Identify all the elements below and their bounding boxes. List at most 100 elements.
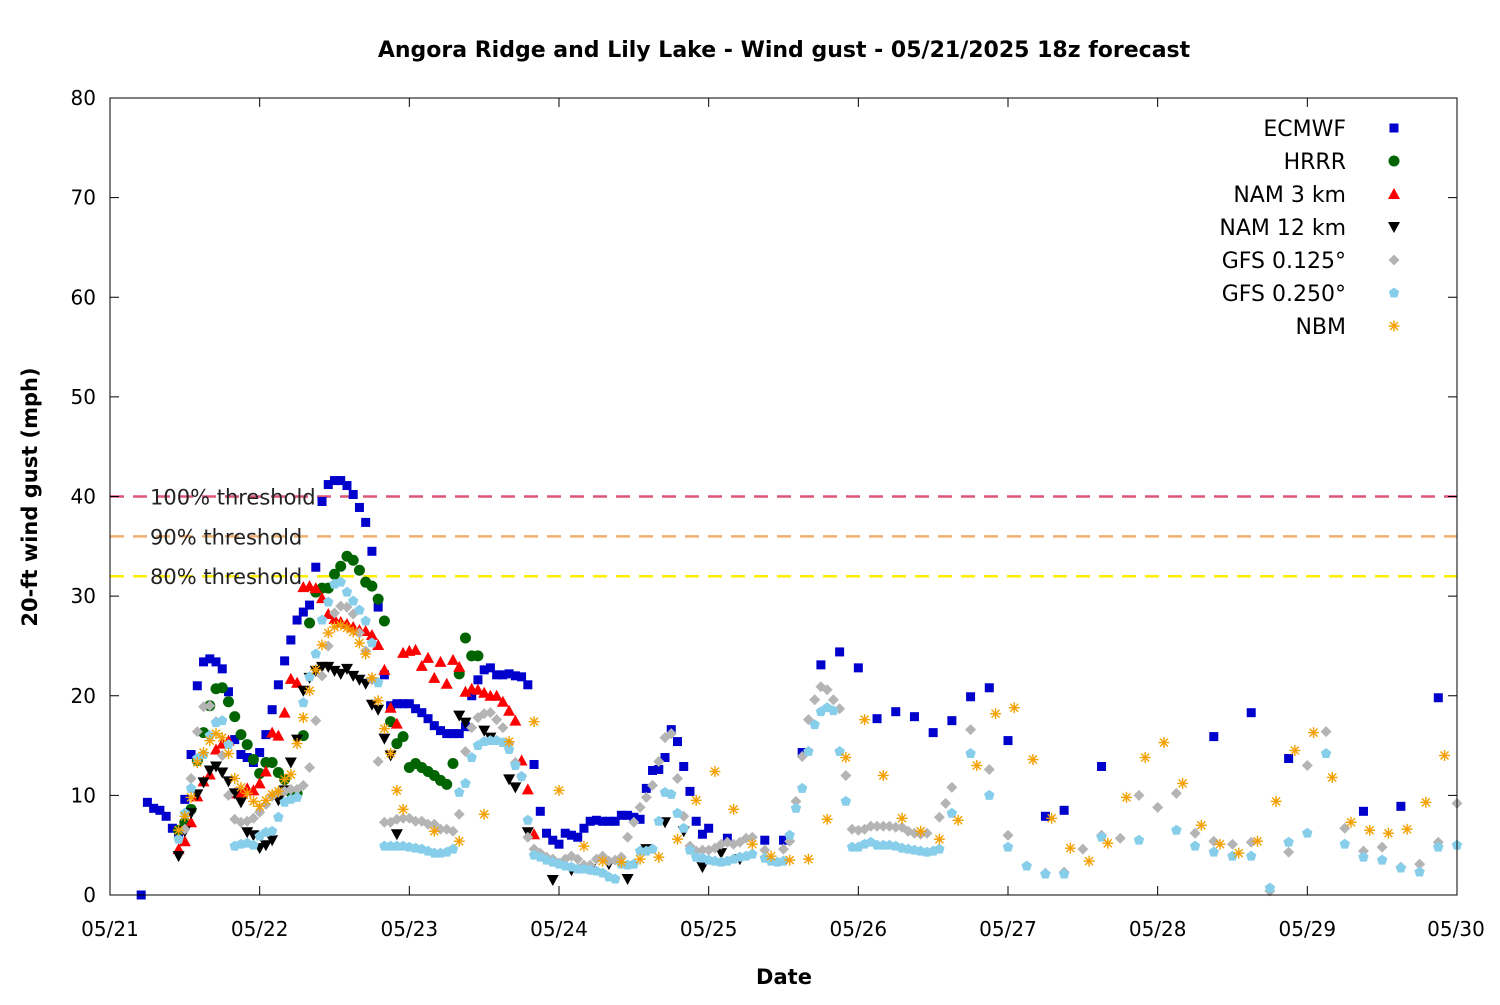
data-point-nbm: NBM 05-23 04:00: 6.4 <box>428 825 440 837</box>
data-point-ecmwf: ECMWF 05-21 14:00: 21 <box>192 681 202 691</box>
data-point-ecmwf: ECMWF 05-23 02:00: 18.3 <box>417 708 427 718</box>
data-point-gfs-0-250: GFS 0.250° 05-24 19:00: 8.2 <box>672 807 683 818</box>
data-point-gfs-0-125: GFS 0.125° 05-28 21:00: 4.3 <box>1283 846 1295 858</box>
chart-title: Angora Ridge and Lily Lake - Wind gust -… <box>378 38 1191 63</box>
data-point-gfs-0-125: GFS 0.125° 05-22 23:00: 7.7 <box>397 812 409 824</box>
data-point-nbm: NBM 05-22 03:00: 10.4 <box>272 785 284 797</box>
data-point-ecmwf: ECMWF 05-23 15:00: 22.1 <box>498 670 508 680</box>
data-point-gfs-0-250: GFS 0.250° 05-21 11:00: 5.6 <box>173 833 184 844</box>
data-point-ecmwf: ECMWF 05-23 14:00: 22.1 <box>492 670 502 680</box>
data-point-hrrr: HRRR 05-22 13:00: 33 <box>335 560 347 572</box>
data-point-nam-3-km: NAM 3 km 05-23 03:00: 23.8 <box>422 651 435 663</box>
data-point-nbm: NBM 05-21 15:00: 14.3 <box>198 747 210 759</box>
data-point-nam-3-km: NAM 3 km 05-23 16:00: 18.5 <box>503 704 516 716</box>
data-point-nam-12-km: NAM 12 km 05-23 09:00: 17.3 <box>459 717 472 729</box>
data-point-gfs-0-250: GFS 0.250° 05-25 17:00: 17.1 <box>809 719 820 730</box>
data-point-nam-3-km: NAM 3 km 05-22 09:00: 30.8 <box>309 582 322 594</box>
series-gfs-0-250: GFS 0.250° 05-21 11:00: 5.6 GFS 0.250° 05… <box>173 576 1463 893</box>
data-point-nam-12-km: NAM 12 km 05-21 15:00: 11.3 <box>197 777 210 789</box>
data-point-nam-3-km: NAM 3 km 05-21 13:00: 7.3 <box>185 816 198 828</box>
data-point-gfs-0-125: GFS 0.125° 05-29 12:00: 4.8 <box>1376 841 1388 853</box>
data-point-gfs-0-125: GFS 0.125° 05-23 01:00: 7.4 <box>410 815 422 827</box>
data-point-nbm: NBM 05-22 06:00: 15.2 <box>291 738 303 750</box>
data-point-nbm: NBM 05-21 20:00: 11.7 <box>229 772 241 784</box>
legend-item-nbm: NBM <box>1295 315 1400 340</box>
data-point-ecmwf: ECMWF 05-23 18:00: 21.9 <box>517 672 527 682</box>
axes: 0 10 20 30 40 50 60 70 80 05/21 05/22 05/23 05/24 05/… <box>71 86 1485 941</box>
data-point-nbm: NBM 05-21 23:00: 9.4 <box>247 795 259 807</box>
data-point-ecmwf: ECMWF 05-28 15:00: 18.3 <box>1246 708 1256 718</box>
data-point-nbm: NBM 05-27 13:00: 3.4 <box>1083 855 1095 867</box>
data-point-nam-3-km: NAM 3 km 05-21 23:00: 10.5 <box>247 784 260 796</box>
x-tick-label: 05/22 <box>231 917 289 941</box>
data-point-ecmwf: ECMWF 05-26 03:00: 17.7 <box>872 714 882 724</box>
data-point-nam-3-km: NAM 3 km 05-22 02:00: 16.3 <box>266 726 279 738</box>
data-point-gfs-0-125: GFS 0.125° 05-23 10:00: 16.8 <box>466 722 478 734</box>
data-point-gfs-0-250: GFS 0.250° 05-22 15:00: 29.5 <box>347 595 359 606</box>
data-point-nbm: NBM 05-29 16:00: 6.6 <box>1401 823 1413 835</box>
data-point-ecmwf: ECMWF 05-27 00:00: 15.5 <box>1003 736 1013 746</box>
data-point-gfs-0-125: GFS 0.125° 05-23 09:00: 14.4 <box>459 746 471 758</box>
data-point-ecmwf: ECMWF 05-21 13:00: 14.1 <box>186 750 196 760</box>
data-point-gfs-0-125: GFS 0.125° 05-25 22:00: 12 <box>840 769 852 781</box>
data-point-ecmwf: ECMWF 05-25 00:00: 6.7 <box>704 823 714 833</box>
data-point-gfs-0-250: GFS 0.250° 05-26 21:00: 10 <box>984 789 995 800</box>
data-point-ecmwf: ECMWF 05-23 17:00: 22 <box>510 671 520 681</box>
data-point-gfs-0-125: GFS 0.125° 05-22 07:00: 11 <box>297 779 309 791</box>
y-axis-label: 20-ft wind gust (mph) <box>18 367 42 626</box>
data-point-nam-3-km: NAM 3 km 05-23 04:00: 21.8 <box>428 671 441 683</box>
data-point-nam-12-km: NAM 12 km 05-22 18:00: 19.1 <box>365 699 378 711</box>
data-point-nam-3-km: NAM 3 km 05-23 17:00: 17.5 <box>509 714 522 726</box>
data-point-gfs-0-250: GFS 0.250° 05-29 09:00: 3.8 <box>1358 851 1369 862</box>
y-tick-label: 10 <box>71 783 96 807</box>
legend-item-nam-3-km: NAM 3 km <box>1233 183 1400 208</box>
data-point-gfs-0-250: GFS 0.250° 05-29 03:00: 14.2 <box>1320 748 1332 758</box>
data-point-gfs-0-250: GFS 0.250° 05-26 15:00: 8.2 <box>946 807 958 818</box>
data-point-ecmwf: ECMWF 05-24 05:00: 7.4 <box>585 816 595 826</box>
data-point-nbm: NBM 05-25 22:00: 13.8 <box>840 752 852 764</box>
data-point-gfs-0-250: GFS 0.250° 05-27 06:00: 2.1 <box>1040 868 1051 879</box>
data-point-nbm: NBM 05-22 17:00: 24.2 <box>360 648 372 660</box>
data-point-nam-12-km: NAM 12 km 05-22 19:00: 18.6 <box>372 704 385 716</box>
data-point-nbm: NBM 05-29 10:00: 6.5 <box>1364 824 1376 836</box>
data-point-gfs-0-125: GFS 0.125° 05-21 19:00: 10 <box>222 789 234 801</box>
data-point-ecmwf: ECMWF 05-22 04:00: 23.5 <box>280 656 290 666</box>
x-tick-label: 05/30 <box>1427 917 1485 941</box>
data-point-gfs-0-125: GFS 0.125° 05-23 13:00: 18.3 <box>484 707 496 719</box>
legend-label: NBM <box>1295 315 1346 340</box>
data-point-nam-3-km: NAM 3 km 05-23 07:00: 23.6 <box>446 653 459 665</box>
data-point-nbm: NBM 05-22 13:00: 27.1 <box>335 619 347 631</box>
data-point-nbm: NBM 05-27 16:00: 5.2 <box>1102 837 1114 849</box>
data-point-nam-12-km: NAM 12 km 05-23 17:00: 10.8 <box>509 782 522 794</box>
data-point-hrrr: HRRR 05-21 22:00: 15.1 <box>241 739 253 751</box>
data-point-ecmwf: ECMWF 05-23 05:00: 16.5 <box>436 726 446 736</box>
data-point-ecmwf: ECMWF 05-24 11:00: 8 <box>623 810 633 820</box>
data-point-nbm: NBM 05-29 04:00: 11.8 <box>1326 771 1338 783</box>
data-point-gfs-0-250: GFS 0.250° 05-23 07:00: 4.6 <box>447 843 459 854</box>
data-point-gfs-0-125: GFS 0.125° 05-23 14:00: 17.6 <box>491 714 503 726</box>
data-point-gfs-0-250: GFS 0.250° 05-23 08:00: 10.3 <box>453 786 465 797</box>
data-point-ecmwf: ECMWF 05-22 03:00: 21.1 <box>273 680 283 690</box>
data-point-nam-12-km: NAM 12 km 05-21 16:00: 12.5 <box>203 765 216 777</box>
data-point-ecmwf: ECMWF 05-22 18:00: 34.5 <box>367 546 377 556</box>
data-point-nam-12-km: NAM 12 km 05-25 02:00: 4.2 <box>715 848 728 860</box>
data-point-gfs-0-250: GFS 0.250° 05-29 00:00: 6.2 <box>1302 827 1313 838</box>
data-point-nam-12-km: NAM 12 km 05-23 23:00: 1.5 <box>546 875 559 887</box>
data-point-ecmwf: ECMWF 05-21 10:00: 6.7 <box>167 823 177 833</box>
data-point-gfs-0-250: GFS 0.250° 05-22 19:00: 21.3 <box>372 677 384 688</box>
data-point-gfs-0-250: GFS 0.250° 05-23 10:00: 13.8 <box>466 752 477 762</box>
legend-marker <box>1388 254 1400 266</box>
threshold-label-90-threshold: 90% threshold <box>150 525 302 549</box>
data-point-ecmwf: ECMWF 05-22 09:00: 32.9 <box>311 562 321 572</box>
data-point-gfs-0-250: GFS 0.250° 05-23 19:00: 7.5 <box>522 814 534 825</box>
data-point-ecmwf: ECMWF 05-22 02:00: 18.6 <box>267 705 277 715</box>
data-point-nam-3-km: NAM 3 km 05-22 06:00: 21.3 <box>291 676 304 688</box>
data-point-gfs-0-250: GFS 0.250° 05-23 18:00: 11.9 <box>516 770 527 781</box>
data-point-gfs-0-250: GFS 0.250° 05-21 18:00: 17.5 <box>217 715 228 726</box>
data-point-ecmwf: ECMWF 05-24 22:00: 7.4 <box>691 816 701 826</box>
data-point-nam-3-km: NAM 3 km 05-22 22:00: 17.2 <box>390 717 403 729</box>
data-point-nbm: NBM 05-27 07:00: 7.7 <box>1046 812 1058 824</box>
data-point-gfs-0-125: GFS 0.125° 05-23 08:00: 8.1 <box>453 808 465 820</box>
data-point-nam-12-km: NAM 12 km 05-21 18:00: 12.3 <box>216 767 229 779</box>
x-tick-label: 05/24 <box>530 917 588 941</box>
